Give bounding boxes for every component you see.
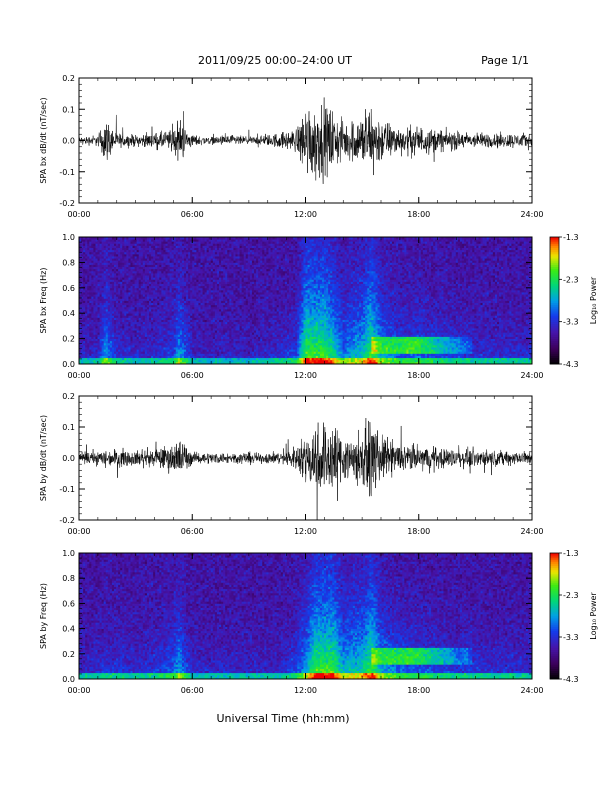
panel-1-axes: 0.2 0.1 0.0 -0.1 -0.2 00:00 06:00 12:00 18:00 24:… [39,74,544,219]
y-tick-label: -0.1 [59,168,75,177]
x-tick-label: 00:00 [67,210,90,219]
figure-title: 2011/09/25 00:00–24:00 UT [198,54,352,67]
y-tick-label: 0.0 [62,137,75,146]
x-axis-label: Universal Time (hh:mm) [217,712,350,725]
y-tick-label: 0.1 [62,105,75,114]
y-axis-label: SPA bx dB/dt (nT/sec) [39,97,48,183]
spectrogram-2 [79,237,532,364]
x-tick-label: 18:00 [407,210,430,219]
y-tick-label: 0.2 [62,74,75,83]
series-line-1 [79,97,532,183]
x-tick-label: 12:00 [294,210,317,219]
x-tick-label: 06:00 [181,210,204,219]
page-indicator: Page 1/1 [481,54,529,67]
y-tick-label: -0.2 [59,199,75,208]
x-tick-label: 24:00 [520,210,543,219]
